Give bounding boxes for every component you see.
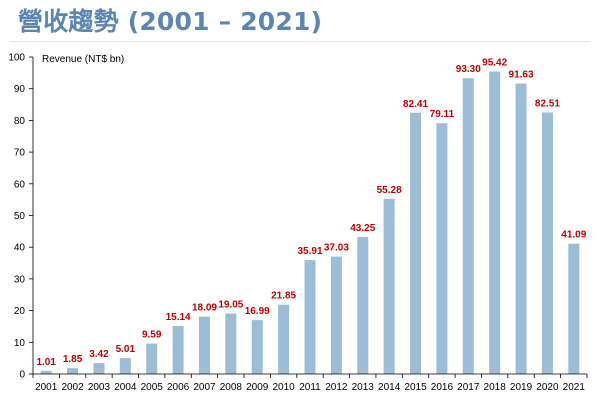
- bar-2002: [67, 368, 79, 374]
- y-tick-label: 100: [8, 53, 25, 64]
- x-tick-label: 2020: [536, 382, 559, 393]
- x-tick-label: 2013: [352, 382, 375, 393]
- data-label-2006: 15.14: [166, 312, 191, 323]
- bar-2018: [489, 71, 501, 374]
- data-label-2009: 16.99: [245, 306, 270, 317]
- y-tick-label: 0: [19, 370, 25, 381]
- data-label-2017: 93.30: [456, 64, 481, 75]
- y-tick-label: 90: [14, 84, 26, 95]
- page-title: 營收趨勢 (2001 – 2021): [18, 7, 323, 36]
- x-tick-label: 2006: [167, 382, 190, 393]
- x-tick-label: 2011: [299, 382, 321, 393]
- data-label-2002: 1.85: [63, 354, 83, 365]
- y-tick-label: 30: [14, 274, 26, 285]
- x-tick-label: 2005: [141, 382, 164, 393]
- y-tick-label: 10: [14, 338, 26, 349]
- bar-2003: [93, 363, 105, 374]
- data-label-2005: 9.59: [142, 330, 162, 341]
- x-tick-label: 2002: [61, 382, 84, 393]
- data-label-2004: 5.01: [116, 344, 136, 355]
- data-label-2008: 19.05: [218, 300, 243, 311]
- data-label-2014: 55.28: [377, 185, 402, 196]
- data-label-2012: 37.03: [324, 243, 349, 254]
- bar-2015: [410, 112, 422, 374]
- y-tick-label: 70: [14, 148, 26, 159]
- y-axis-label: Revenue (NT$ bn): [42, 54, 124, 65]
- bar-2010: [278, 304, 290, 374]
- x-tick-label: 2009: [246, 382, 269, 393]
- bar-2017: [462, 78, 474, 374]
- bar-2006: [172, 326, 184, 374]
- bar-2008: [225, 313, 237, 374]
- x-tick-label: 2017: [457, 382, 480, 393]
- data-label-2018: 95.42: [482, 58, 507, 69]
- data-label-2019: 91.63: [509, 70, 534, 81]
- bar-2016: [436, 123, 448, 374]
- data-label-2011: 35.91: [297, 246, 322, 257]
- y-tick-label: 60: [14, 179, 26, 190]
- bar-2009: [251, 320, 263, 374]
- data-label-2016: 79.11: [430, 109, 455, 120]
- data-label-2020: 82.51: [535, 98, 560, 109]
- bar-2012: [330, 256, 342, 374]
- x-tick-label: 2014: [378, 382, 401, 393]
- bar-2020: [541, 112, 553, 374]
- data-label-2013: 43.25: [350, 223, 375, 234]
- x-tick-label: 2004: [114, 382, 137, 393]
- x-tick-label: 2015: [404, 382, 427, 393]
- data-label-2001: 1.01: [36, 357, 56, 368]
- x-tick-label: 2018: [484, 382, 507, 393]
- data-label-2003: 3.42: [89, 349, 109, 360]
- x-axis: 2001 2002 2003 2004 2005 2006 2007 2008 2009 2010…: [32, 373, 588, 393]
- data-label-2015: 82.41: [403, 99, 428, 110]
- x-tick-label: 2016: [431, 382, 454, 393]
- data-label-2021: 41.09: [561, 230, 586, 241]
- bar-2021: [568, 243, 580, 374]
- x-tick-label: 2019: [510, 382, 533, 393]
- bar-2019: [515, 83, 527, 374]
- y-tick-label: 50: [14, 211, 26, 222]
- x-tick-label: 2007: [193, 382, 216, 393]
- data-label-2010: 21.85: [271, 291, 296, 302]
- bar-2001: [40, 370, 52, 374]
- x-tick-label: 2001: [35, 382, 58, 393]
- x-tick-label: 2003: [88, 382, 111, 393]
- x-tick-label: 2021: [563, 382, 586, 393]
- bar-2007: [198, 316, 210, 374]
- y-tick-label: 80: [14, 116, 26, 127]
- bar-2004: [119, 358, 131, 374]
- bar-2011: [304, 260, 316, 374]
- x-tick-label: 2012: [325, 382, 348, 393]
- bar-2005: [146, 343, 158, 374]
- data-label-2007: 18.09: [192, 303, 217, 314]
- x-tick-label: 2008: [220, 382, 243, 393]
- bar-2014: [383, 198, 395, 374]
- bar-2013: [357, 236, 369, 374]
- y-tick-label: 40: [14, 243, 26, 254]
- title-divider: [10, 41, 590, 42]
- y-axis: 0 10 20 30 40 50 60 70 80 90 100: [8, 53, 34, 381]
- x-tick-label: 2010: [272, 382, 295, 393]
- y-tick-label: 20: [14, 306, 26, 317]
